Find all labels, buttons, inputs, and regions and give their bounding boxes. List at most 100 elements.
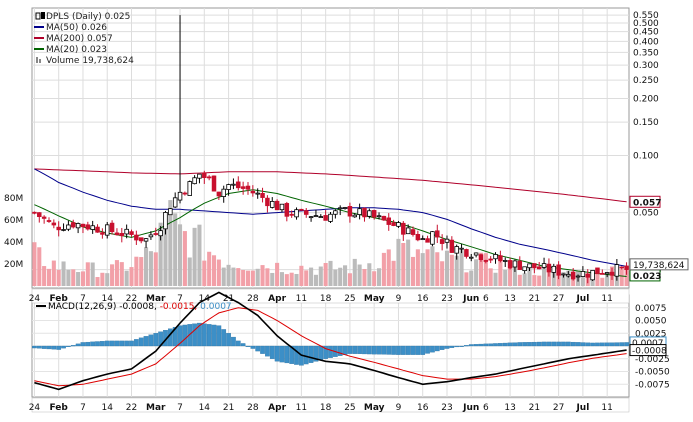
candle-body <box>376 215 382 218</box>
volume-bar <box>129 267 134 286</box>
macd-histogram-bar <box>36 345 42 349</box>
candle-body <box>211 175 217 192</box>
candle-body <box>265 197 270 207</box>
macd-histogram-bar <box>226 333 231 347</box>
macd-histogram-bar <box>41 345 47 349</box>
candle-body <box>415 234 421 241</box>
candle-body <box>536 266 542 270</box>
candle-body <box>231 183 236 186</box>
macd-histogram-bar <box>95 341 100 347</box>
macd-date-label: Feb <box>50 403 69 413</box>
volume-bar <box>508 263 513 286</box>
macd-legend-label: MACD(12,26,9) -0.0008, -0.0015, 0.0007 <box>48 302 232 312</box>
volume-bar <box>343 265 348 286</box>
macd-histogram-bar <box>80 342 86 347</box>
candle-body <box>270 201 275 208</box>
macd-date-label: 25 <box>344 403 355 413</box>
price-tick-label: 0.500 <box>633 19 659 29</box>
volume-bar <box>71 269 76 286</box>
volume-bar <box>561 271 566 286</box>
macd-legend-part: 0.0007 <box>200 302 232 312</box>
candle-body <box>391 222 396 226</box>
macd-histogram-bar <box>235 340 241 347</box>
volume-bar <box>61 261 66 286</box>
candle-body <box>192 177 197 185</box>
volume-bar <box>532 275 537 286</box>
volume-bar <box>420 253 425 286</box>
volume-bar <box>80 271 86 286</box>
macd-histogram-bar <box>240 343 246 347</box>
price-tick-label: 0.350 <box>633 48 659 58</box>
candle-body <box>216 191 222 197</box>
macd-histogram-bar <box>231 336 236 347</box>
candle-body <box>459 247 464 250</box>
volume-bar <box>435 252 440 286</box>
volume-bar <box>352 258 357 286</box>
legend-volume-swatch <box>36 57 38 63</box>
volume-bar <box>187 257 192 286</box>
candle-body <box>71 222 76 228</box>
candle-body <box>206 176 212 179</box>
volume-bar <box>503 269 508 286</box>
price-date-label: 23 <box>441 294 452 304</box>
volume-bar <box>595 270 600 286</box>
candle-body <box>236 181 241 189</box>
candle-body <box>435 230 440 238</box>
price-date-label: 11 <box>601 294 612 304</box>
macd-histogram-bar <box>551 341 557 347</box>
macd-histogram-bar <box>289 345 295 364</box>
macd-histogram-bar <box>473 344 479 347</box>
macd-date-label: Jun <box>462 403 479 413</box>
volume-badge-label: 19,738,624 <box>633 261 685 271</box>
volume-bar <box>236 268 241 286</box>
candle-body <box>570 271 576 280</box>
volume-bar <box>119 262 124 286</box>
volume-bar <box>323 263 328 286</box>
legend-label: Volume 19,738,624 <box>46 56 134 66</box>
candle-body <box>226 184 231 190</box>
macd-histogram-bar <box>619 342 625 347</box>
candle-body <box>138 237 144 242</box>
macd-histogram-bar <box>444 345 450 349</box>
candle-body <box>527 263 532 269</box>
volume-bar <box>624 265 629 286</box>
macd-date-label: 27 <box>553 403 564 413</box>
price-badge-label: 0.023 <box>633 272 661 282</box>
candle-body <box>371 210 377 218</box>
candle-body <box>41 216 47 219</box>
macd-histogram-bar <box>206 324 212 347</box>
price-date-label: 11 <box>296 294 307 304</box>
macd-histogram-bar <box>56 345 62 350</box>
price-date-label: 14 <box>199 294 211 304</box>
volume-bar <box>362 268 367 286</box>
macd-histogram-bar <box>148 334 154 347</box>
macd-histogram-bar <box>483 343 489 347</box>
candle-body <box>153 233 159 235</box>
macd-histogram-bar <box>522 342 527 347</box>
price-date-label: 9 <box>396 294 402 304</box>
volume-bar <box>605 274 610 286</box>
macd-badge-label: -0.0008 <box>632 347 667 357</box>
candle-body <box>352 214 358 218</box>
volume-tick-label: 40M <box>4 238 23 248</box>
macd-date-label: May <box>364 403 385 413</box>
candle-body <box>517 260 523 270</box>
macd-histogram-bar <box>153 333 159 347</box>
macd-histogram-bar <box>187 324 193 347</box>
candle-body <box>396 222 401 227</box>
volume-bar <box>488 268 493 286</box>
volume-bar <box>148 251 153 286</box>
legend-label: MA(20) 0.023 <box>46 45 107 55</box>
macd-histogram-bar <box>590 342 595 347</box>
volume-bar <box>110 264 115 286</box>
macd-histogram-bar <box>439 345 445 350</box>
candle-body <box>260 192 265 198</box>
volume-bar <box>444 250 450 286</box>
macd-histogram-bar <box>114 340 120 347</box>
macd-histogram-bar <box>430 345 435 353</box>
volume-bar <box>90 262 95 286</box>
candle-body <box>100 232 105 235</box>
macd-histogram-bar <box>104 340 110 347</box>
volume-bar <box>600 277 605 286</box>
volume-bar <box>498 259 503 286</box>
